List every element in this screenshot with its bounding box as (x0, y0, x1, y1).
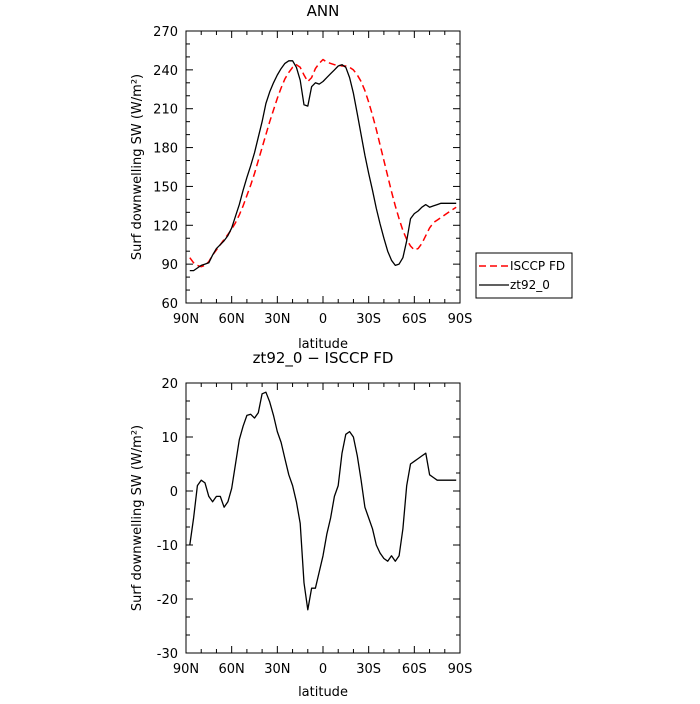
bottom-x-axis-label: latitude (298, 685, 348, 700)
x-tick-label: 30N (264, 312, 290, 327)
y-tick-label: -30 (157, 647, 178, 662)
x-tick-label: 30N (264, 662, 290, 677)
series-line-zt92-0 (189, 60, 457, 272)
y-tick-label: -10 (157, 539, 178, 554)
x-tick-label: 60N (219, 312, 245, 327)
top-chart-title: ANN (307, 2, 340, 20)
x-tick-label: 60N (219, 662, 245, 677)
x-tick-label: 0 (319, 312, 327, 327)
top-series-group (189, 58, 457, 272)
x-tick-label: 60S (402, 662, 427, 677)
y-tick-label: 10 (161, 431, 178, 446)
legend-label-zt92: zt92_0 (510, 278, 550, 292)
top-x-axis-label: latitude (298, 337, 348, 352)
y-tick-label: 210 (153, 103, 178, 118)
series-line-difference (189, 391, 457, 611)
bottom-chart-title: zt92_0 − ISCCP FD (253, 349, 394, 368)
x-tick-label: 0 (319, 662, 327, 677)
bottom-y-axis-label: Surf downwelling SW (W/m²) (130, 425, 145, 611)
y-tick-label: 180 (153, 142, 178, 157)
bottom-panel: zt92_0 − ISCCP FD -30 -20 -10 0 10 20 90N 60N 30… (130, 349, 472, 700)
y-tick-label: 20 (161, 377, 178, 392)
y-tick-label: 240 (153, 64, 178, 79)
top-plot-frame (185, 30, 461, 304)
legend-box (475, 252, 573, 299)
bottom-series-group (189, 391, 457, 611)
x-tick-label: 90S (448, 662, 473, 677)
bottom-plot-frame (185, 382, 461, 654)
x-tick-label: 90N (173, 312, 199, 327)
bottom-ticks: -30 -20 -10 0 10 20 90N 60N 30N 0 30S 60S 90S (157, 377, 473, 677)
x-tick-label: 30S (356, 662, 381, 677)
y-tick-label: 120 (153, 219, 178, 234)
y-tick-label: 0 (170, 485, 178, 500)
series-line-isccp-fd (189, 58, 457, 268)
y-tick-label: -20 (157, 593, 178, 608)
y-tick-label: 150 (153, 180, 178, 195)
y-tick-label: 60 (161, 297, 178, 312)
x-tick-label: 60S (402, 312, 427, 327)
legend-label-isccp: ISCCP FD (510, 259, 565, 273)
y-tick-label: 270 (153, 25, 178, 40)
x-tick-label: 90N (173, 662, 199, 677)
y-tick-label: 90 (161, 258, 178, 273)
top-y-axis-label: Surf downwelling SW (W/m²) (130, 74, 145, 260)
legend: ISCCP FD zt92_0 (475, 252, 573, 299)
top-ticks: 60 90 120 150 180 210 240 270 90N 60N 30N 0 30S 60S 90… (153, 25, 472, 327)
x-tick-label: 90S (448, 312, 473, 327)
x-tick-label: 30S (356, 312, 381, 327)
